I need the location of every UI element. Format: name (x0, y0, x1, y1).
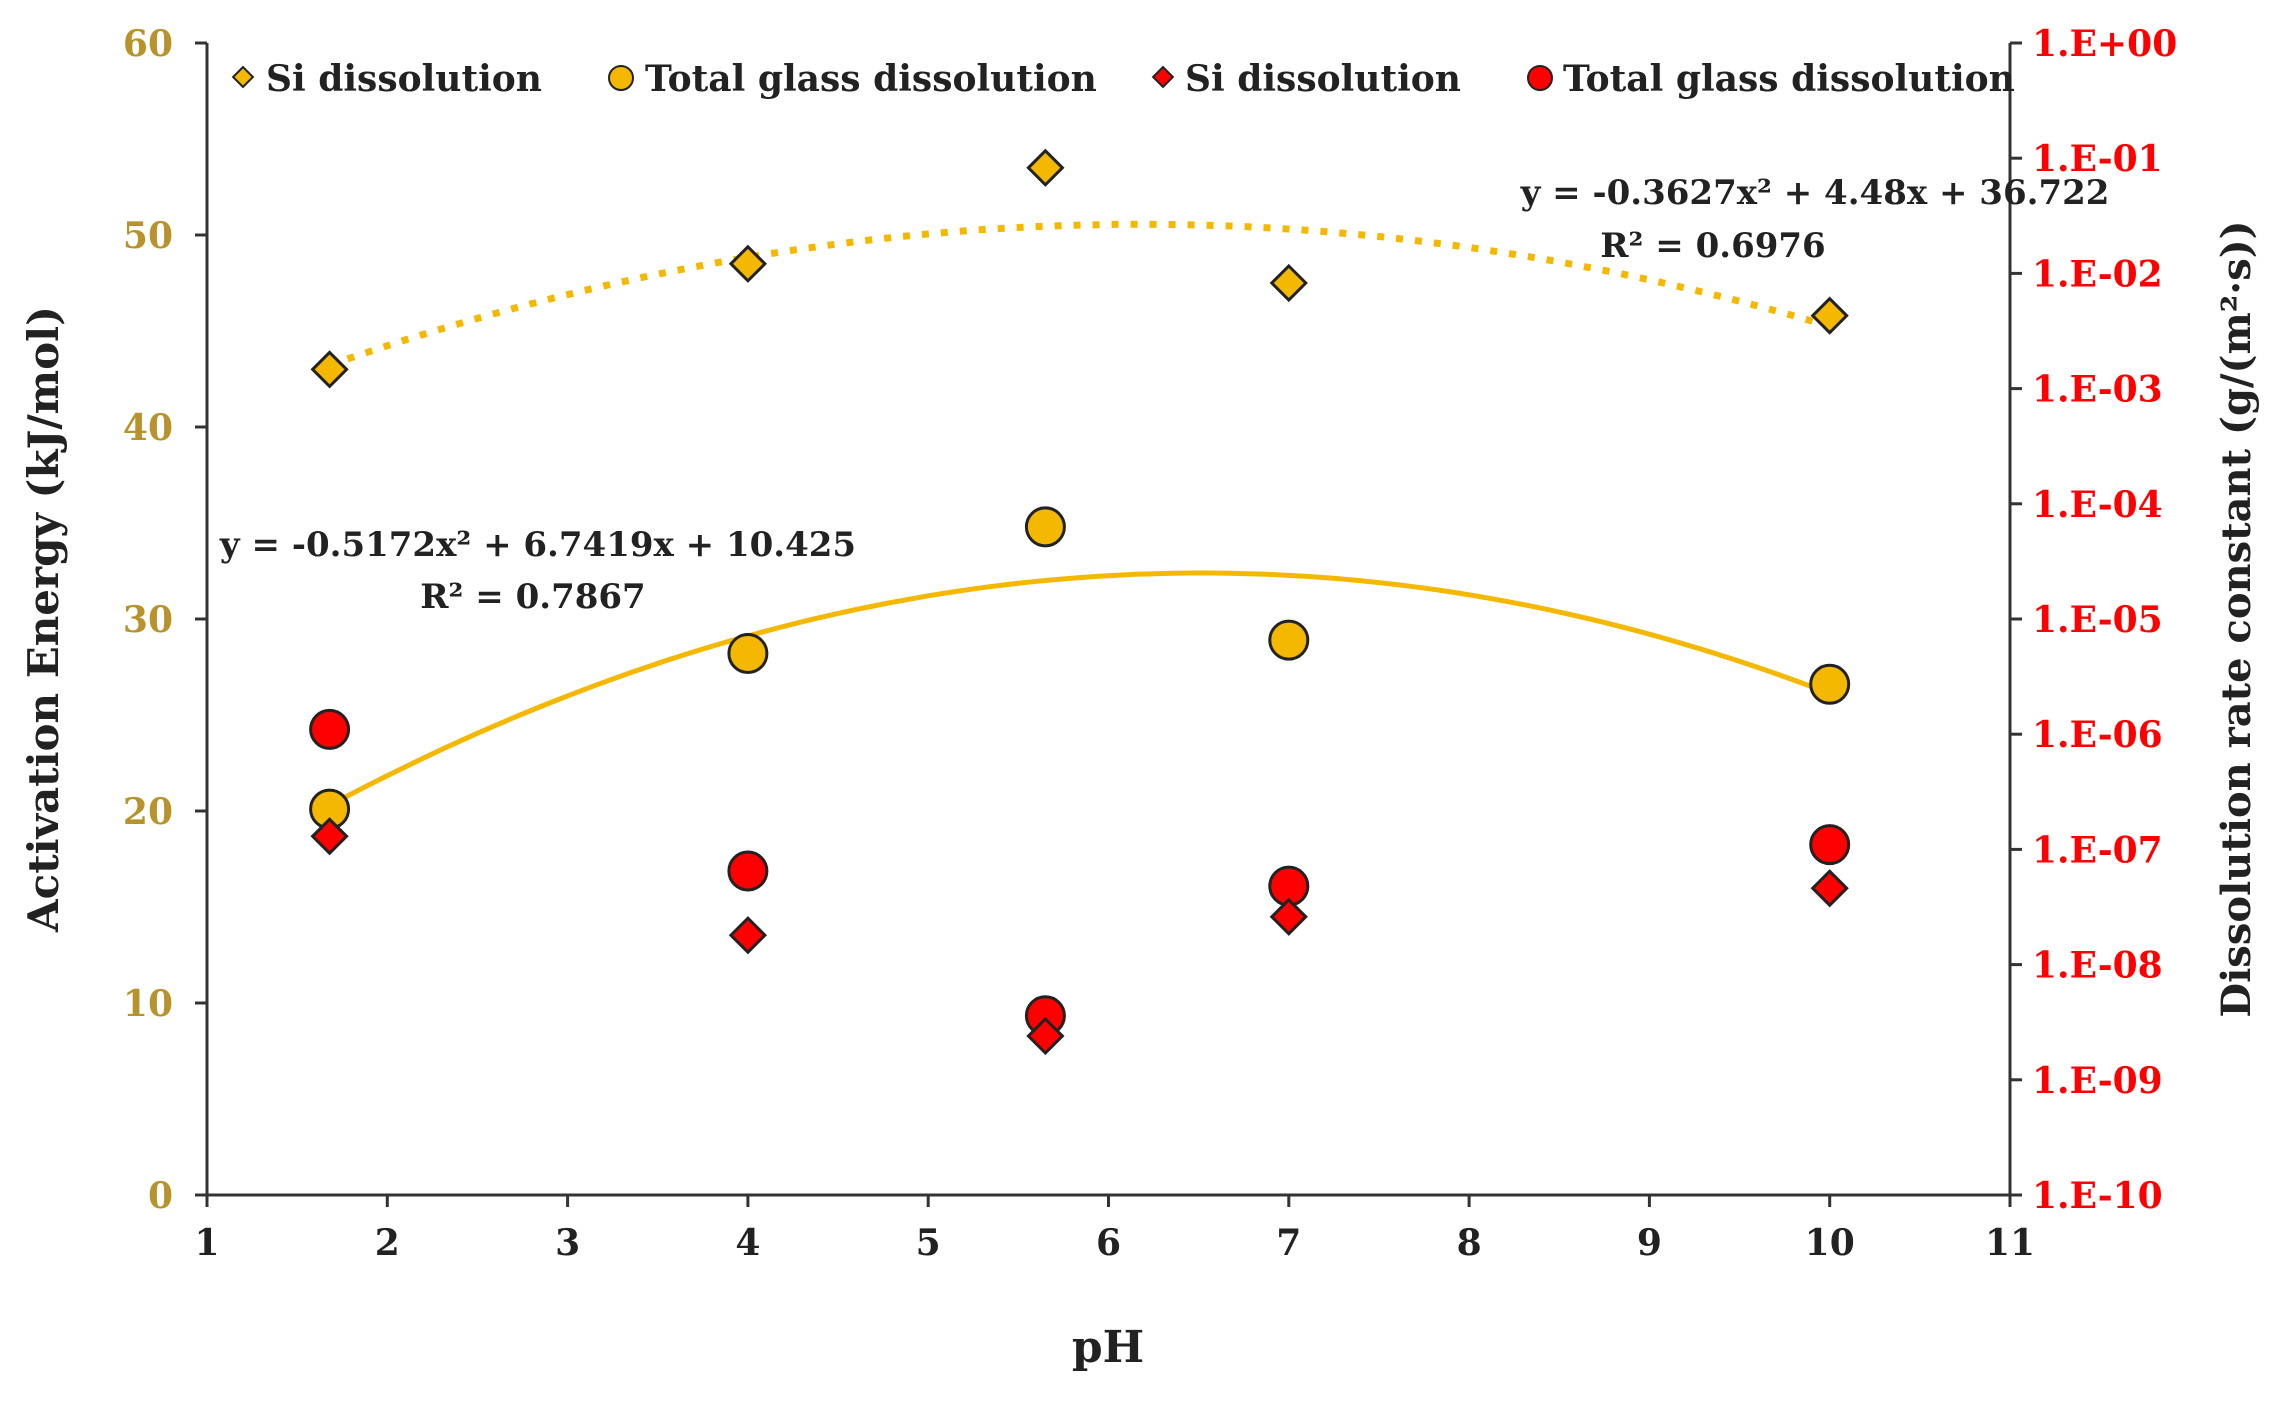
data-point-circle (727, 633, 769, 675)
si-trend-r2: R² = 0.6976 (1600, 226, 1825, 266)
data-point-circle (1268, 619, 1310, 661)
data-point-diamond (1269, 263, 1308, 303)
plot-area (205, 43, 2012, 1197)
y-right-tick-label: 1.E-08 (2032, 945, 2163, 987)
x-tick-label: 6 (1096, 1222, 1121, 1264)
data-point-circle (309, 708, 351, 750)
y-axis-left-ticks: 0 10 20 30 40 50 60 (123, 23, 207, 1217)
y-right-tick-label: 1.E-03 (2032, 369, 2163, 411)
trendline-curve (328, 570, 1831, 808)
x-tick-label: 2 (375, 1222, 400, 1264)
x-tick-label: 1 (194, 1222, 219, 1264)
y-left-tick-label: 0 (148, 1175, 173, 1217)
glass-trend-equation: y = -0.5172x² + 6.7419x + 10.425 (219, 525, 856, 565)
legend: Si dissolution Total glass dissolution S… (231, 58, 2015, 100)
y-right-tick-label: 1.E-02 (2032, 253, 2163, 295)
data-point-diamond (1026, 148, 1065, 187)
x-tick-label: 7 (1276, 1222, 1301, 1264)
y-right-tick-label: 1.E-10 (2032, 1175, 2163, 1217)
y-left-tick-label: 40 (123, 407, 173, 449)
x-tick-label: 5 (916, 1222, 941, 1264)
data-point-diamond (310, 817, 349, 856)
data-point-diamond (310, 350, 349, 389)
y-right-tick-label: 1.E-05 (2032, 599, 2163, 641)
data-point-circle (727, 850, 769, 892)
legend-diamond-icon (1151, 65, 1175, 89)
legend-label: Total glass dissolution (645, 58, 1097, 100)
data-point-diamond (1026, 1016, 1065, 1056)
trendline-curve (328, 220, 1831, 369)
y-right-tick-label: 1.E-06 (2032, 714, 2163, 756)
legend-item-glass-right: Total glass dissolution (1527, 58, 2015, 100)
y-axis-left-label: Activation Energy (kJ/mol) (19, 306, 68, 933)
legend-label: Si dissolution (266, 58, 542, 100)
data-point-circle (1809, 824, 1851, 866)
y-right-tick-label: 1.E-04 (2032, 484, 2163, 526)
data-point-diamond (1810, 296, 1849, 335)
trendlines (328, 220, 1831, 808)
legend-diamond-icon (231, 65, 255, 89)
x-axis-label: pH (1072, 1322, 1144, 1373)
x-tick-label: 3 (555, 1222, 580, 1264)
legend-item-glass-left: Total glass dissolution (608, 58, 1097, 100)
data-point-circle (1809, 663, 1851, 705)
data-point-diamond (1269, 897, 1308, 936)
legend-item-si-left: Si dissolution (231, 58, 542, 100)
y-right-tick-label: 1.E-07 (2032, 829, 2163, 871)
data-markers (309, 148, 1851, 1056)
legend-circle-icon (1527, 65, 1553, 91)
y-axis-right-label: Dissolution rate constant (g/(m²·s)) (2213, 220, 2260, 1017)
glass-trend-r2: R² = 0.7867 (420, 577, 645, 617)
x-tick-label: 8 (1457, 1222, 1482, 1264)
y-left-tick-label: 30 (123, 599, 173, 641)
x-tick-label: 11 (1985, 1222, 2035, 1264)
legend-circle-icon (608, 65, 634, 91)
x-tick-label: 4 (735, 1222, 760, 1264)
legend-item-si-right: Si dissolution (1151, 58, 1461, 100)
y-left-tick-label: 20 (123, 791, 173, 833)
y-right-tick-label: 1.E-09 (2032, 1060, 2163, 1102)
data-point-diamond (728, 244, 768, 283)
si-trend-equation: y = -0.3627x² + 4.48x + 36.722 (1520, 173, 2110, 213)
data-point-circle (1024, 506, 1066, 548)
x-tick-label: 10 (1805, 1222, 1855, 1264)
y-right-tick-label: 1.E-01 (2032, 138, 2163, 180)
y-left-tick-label: 50 (123, 215, 173, 257)
x-tick-label: 9 (1637, 1222, 1662, 1264)
legend-label: Total glass dissolution (1563, 58, 2015, 100)
x-axis-ticks: 1 2 3 4 5 6 7 8 9 10 11 (194, 1195, 2035, 1264)
data-point-diamond (728, 916, 768, 955)
y-right-tick-label: 1.E+00 (2032, 23, 2177, 65)
y-left-tick-label: 60 (123, 23, 173, 65)
legend-label: Si dissolution (1185, 58, 1461, 100)
data-point-diamond (1810, 869, 1849, 908)
y-axis-right-ticks: 1.E-10 1.E-09 1.E-08 1.E-07 1.E-06 1.E-05 1.E-… (2010, 23, 2177, 1217)
y-left-tick-label: 10 (123, 983, 173, 1025)
trendline-annotations: y = -0.3627x² + 4.48x + 36.722 R² = 0.69… (219, 173, 2110, 617)
